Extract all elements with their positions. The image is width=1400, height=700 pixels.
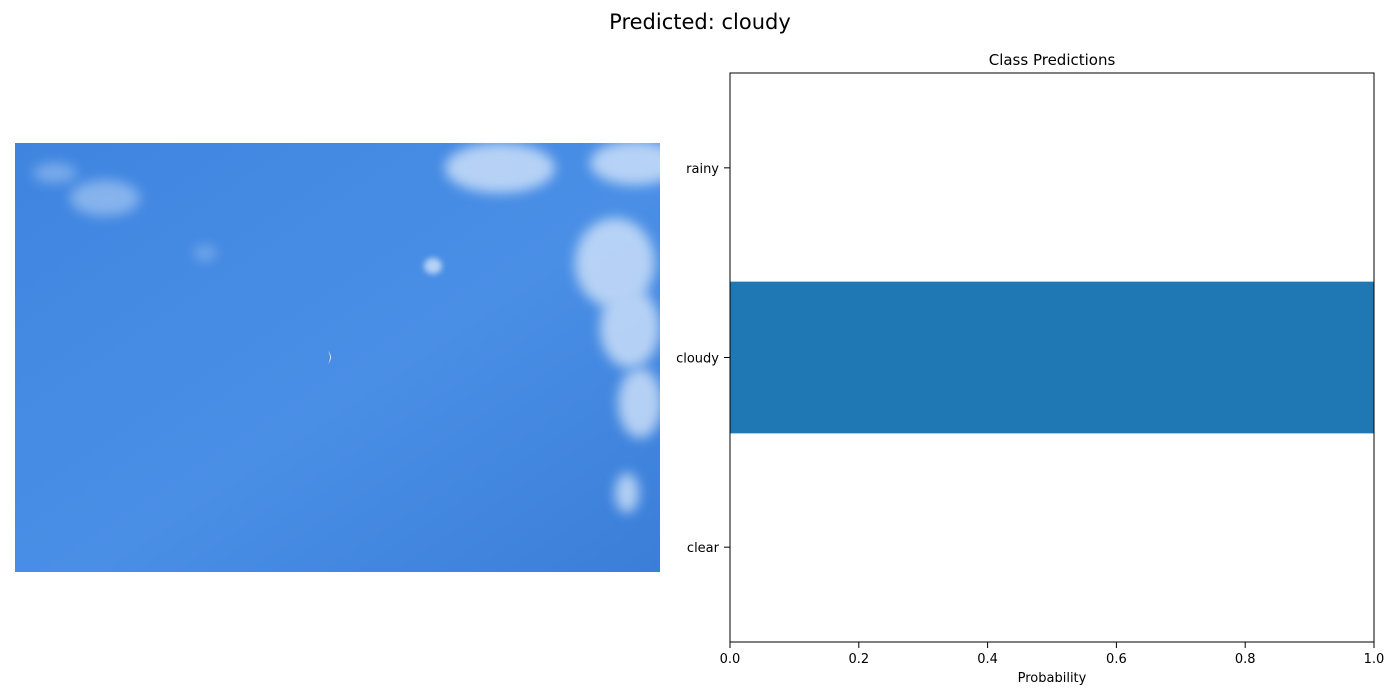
x-axis-label: Probability [1018,671,1087,686]
y-tick-label-cloudy: cloudy [676,352,719,367]
bar-cloudy [730,281,1374,434]
cloud-wisps [33,143,660,513]
x-tick-label-0.6: 0.6 [1106,652,1127,667]
figure-title: Predicted: cloudy [609,10,791,34]
x-tick-label-0.2: 0.2 [848,652,869,667]
x-tick-label-0.8: 0.8 [1235,652,1256,667]
y-tick-label-clear: clear [687,541,720,556]
chart-title: Class Predictions [989,51,1116,69]
y-tick-label-rainy: rainy [686,162,719,177]
sky-photo [15,143,660,572]
x-tick-label-0.0: 0.0 [720,652,741,667]
moon-crescent [328,351,331,364]
sky-background [15,143,660,572]
x-tick-label-1.0: 1.0 [1364,652,1385,667]
x-tick-label-0.4: 0.4 [977,652,998,667]
